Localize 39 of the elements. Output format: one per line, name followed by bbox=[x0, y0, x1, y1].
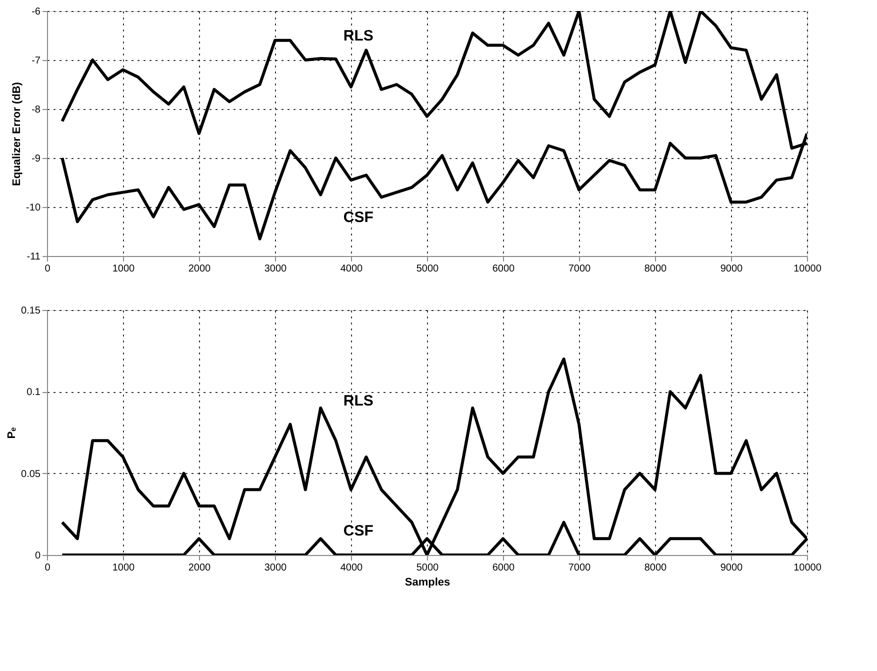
x-tick-label: 0 bbox=[44, 264, 51, 274]
x-tick-label: 3000 bbox=[264, 264, 288, 274]
x-tick-label: 1000 bbox=[112, 562, 136, 574]
x-tick-label: 8000 bbox=[644, 562, 668, 574]
x-tick-label: 1000 bbox=[112, 264, 136, 274]
x-tick-label: 7000 bbox=[568, 562, 592, 574]
x-axis-title: Samples bbox=[404, 576, 450, 588]
x-tick-label: 10000 bbox=[794, 562, 822, 574]
x-tick-label: 2000 bbox=[188, 264, 212, 274]
x-tick-label: 9000 bbox=[720, 264, 744, 274]
x-tick-label: 10000 bbox=[794, 264, 822, 274]
series-label: CSF bbox=[343, 522, 374, 540]
y-tick-label: 0.1 bbox=[26, 387, 41, 398]
x-tick-label: 6000 bbox=[492, 264, 516, 274]
x-tick-label: 6000 bbox=[492, 562, 516, 574]
y-tick-label: -6 bbox=[32, 6, 41, 18]
x-tick-label: 4000 bbox=[340, 264, 364, 274]
x-tick-label: 8000 bbox=[644, 264, 668, 274]
x-tick-label: 5000 bbox=[416, 562, 440, 574]
y-tick-label: 0 bbox=[34, 550, 41, 562]
series-label: CSF bbox=[343, 208, 374, 226]
x-tick-label: 5000 bbox=[416, 264, 440, 274]
series-label: RLS bbox=[343, 28, 374, 44]
x-tick-label: 2000 bbox=[188, 562, 212, 574]
x-tick-label: 0 bbox=[44, 562, 51, 574]
y-axis-title: Pₑ bbox=[6, 427, 18, 439]
y-tick-label: 0.15 bbox=[21, 306, 41, 316]
x-tick-label: 7000 bbox=[568, 264, 592, 274]
y-tick-label: -7 bbox=[32, 56, 41, 66]
x-tick-label: 3000 bbox=[264, 562, 288, 574]
x-tick-label: 9000 bbox=[720, 562, 744, 574]
y-tick-label: -8 bbox=[32, 104, 41, 116]
series-label: RLS bbox=[343, 392, 374, 410]
y-axis-title: Equalizer Error (dB) bbox=[11, 82, 24, 186]
y-tick-label: -9 bbox=[32, 154, 41, 164]
y-tick-label: 0.05 bbox=[21, 468, 41, 480]
y-tick-label: -11 bbox=[26, 252, 41, 262]
x-tick-label: 4000 bbox=[340, 562, 364, 574]
y-tick-label: -10 bbox=[26, 202, 41, 214]
